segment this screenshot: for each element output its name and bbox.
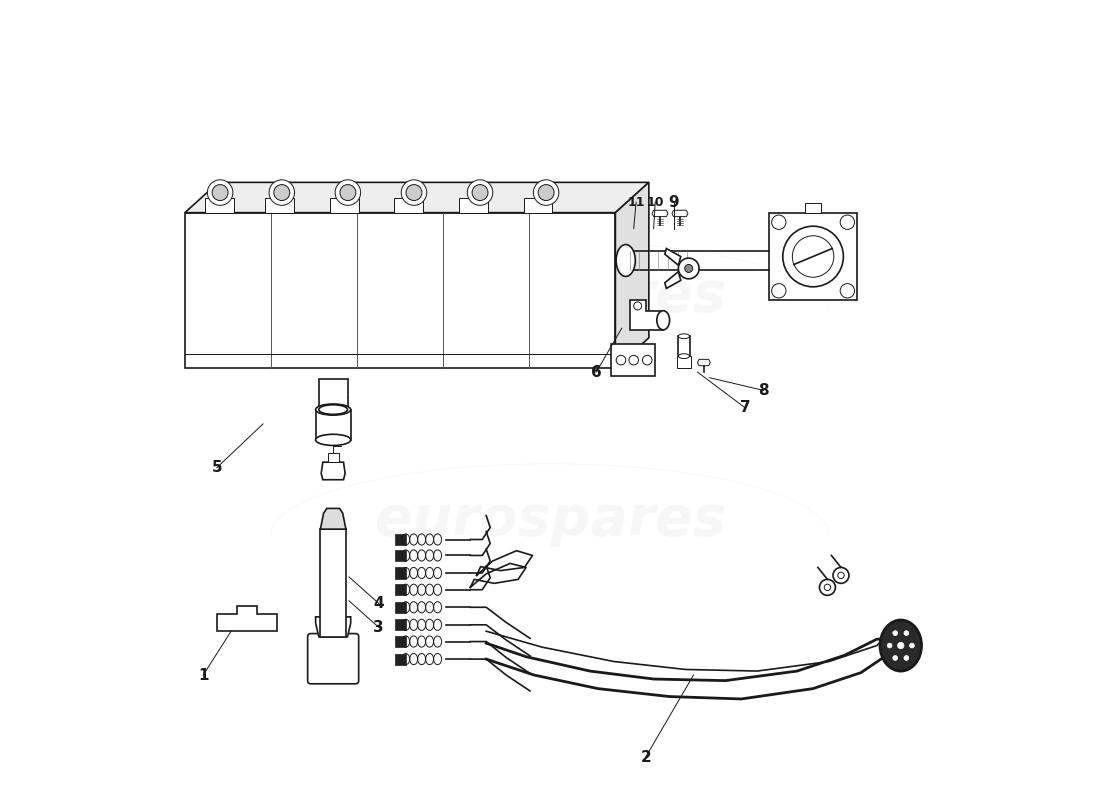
Bar [679,336,690,356]
Circle shape [771,215,786,230]
Ellipse shape [319,405,348,414]
Circle shape [888,643,892,648]
Ellipse shape [679,354,690,358]
Bar [395,636,406,647]
Circle shape [212,185,228,201]
Circle shape [534,180,559,206]
Ellipse shape [657,310,670,330]
Bar [395,619,406,630]
Polygon shape [664,272,681,288]
Bar [320,529,345,637]
Bar [395,198,424,213]
Bar [330,198,359,213]
Text: 2: 2 [640,750,651,765]
Circle shape [274,185,289,201]
Bar [395,584,406,595]
Bar [395,550,406,561]
Bar [676,356,691,368]
Bar [395,567,406,578]
Bar [265,198,294,213]
Circle shape [893,655,898,660]
Text: 11: 11 [627,196,645,209]
Text: eurospares: eurospares [375,493,725,546]
Bar [316,410,351,440]
Circle shape [406,185,422,201]
Circle shape [208,180,233,206]
Ellipse shape [880,620,922,671]
Polygon shape [185,182,649,213]
Polygon shape [672,210,688,217]
Text: 8: 8 [758,383,769,398]
Polygon shape [664,249,681,266]
Ellipse shape [616,245,636,277]
Polygon shape [629,300,663,330]
Polygon shape [321,462,345,480]
Circle shape [270,180,295,206]
Bar [319,379,348,410]
Bar [328,453,339,462]
Ellipse shape [679,334,690,338]
Circle shape [679,258,700,279]
Text: 5: 5 [211,460,222,475]
Polygon shape [316,617,351,637]
Ellipse shape [316,404,351,415]
Circle shape [402,180,427,206]
Bar [205,198,233,213]
Bar [395,534,406,545]
Text: 6: 6 [591,365,602,379]
Bar [395,654,406,665]
Bar [769,213,857,300]
Circle shape [904,630,909,635]
Circle shape [840,215,855,230]
Polygon shape [217,606,276,631]
Circle shape [893,630,898,635]
Text: 4: 4 [373,596,384,610]
Circle shape [910,643,914,648]
Circle shape [771,284,786,298]
Circle shape [904,655,909,660]
Circle shape [340,185,355,201]
Polygon shape [612,344,656,376]
Text: 1: 1 [198,667,209,682]
Circle shape [898,642,904,649]
Circle shape [538,185,554,201]
Polygon shape [652,210,668,217]
Text: 10: 10 [647,196,664,209]
Text: eurospares: eurospares [375,270,725,323]
Circle shape [336,180,361,206]
Ellipse shape [316,434,351,446]
Bar [395,602,406,613]
FancyBboxPatch shape [308,634,359,684]
Bar [459,198,487,213]
Text: 3: 3 [373,620,384,634]
Polygon shape [697,359,711,366]
Circle shape [684,265,693,273]
Bar [185,213,615,368]
Text: 9: 9 [669,194,679,210]
Polygon shape [615,182,649,368]
Text: 7: 7 [740,401,750,415]
Circle shape [468,180,493,206]
Circle shape [840,284,855,298]
Bar [805,203,821,213]
Circle shape [472,185,488,201]
Bar [524,198,552,213]
Polygon shape [320,509,345,529]
